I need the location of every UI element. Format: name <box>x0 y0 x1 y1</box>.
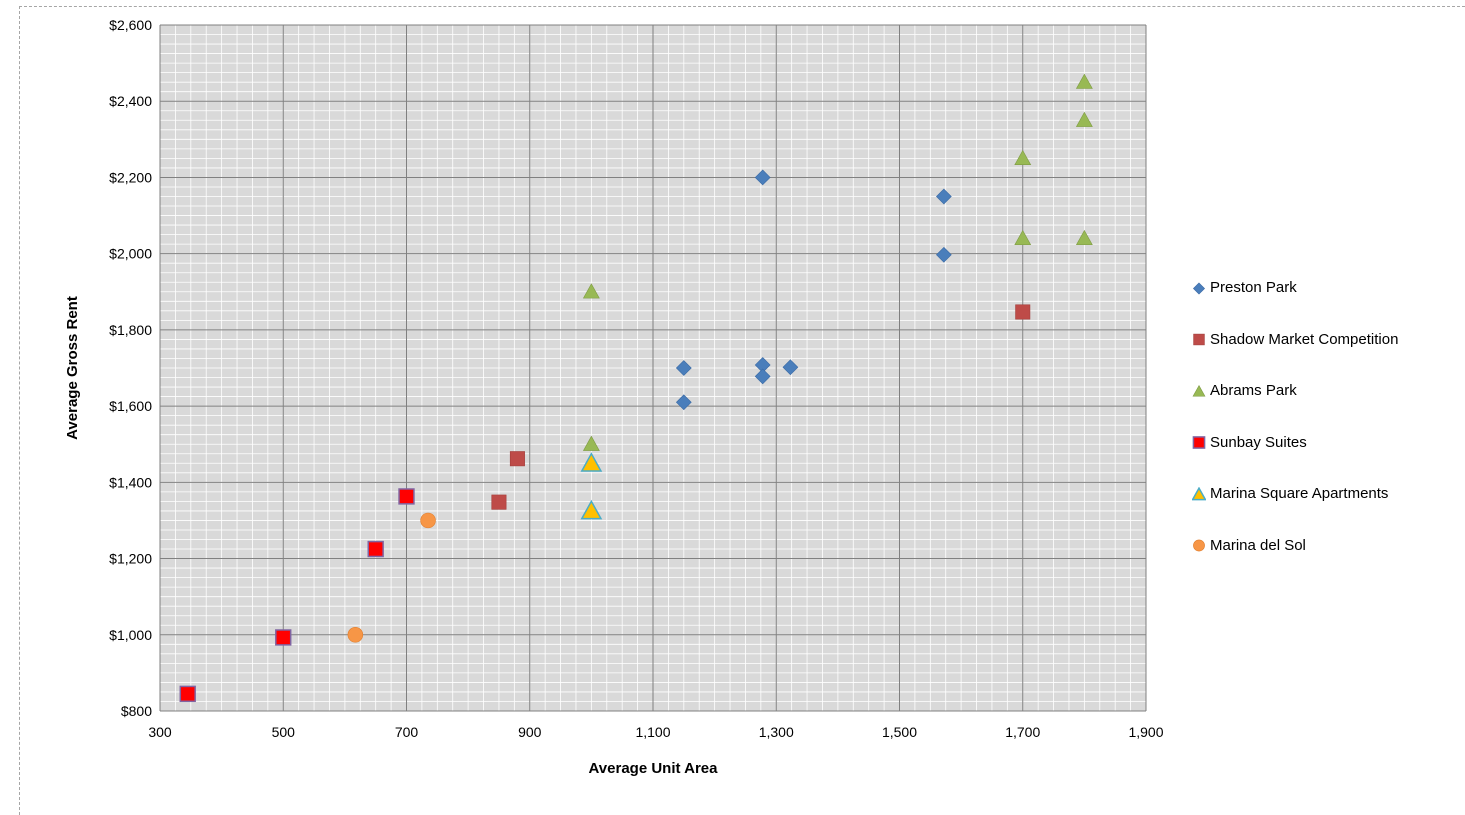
legend-marker-abrams-park <box>1192 384 1206 398</box>
data-point-marina-del-sol <box>348 627 363 642</box>
legend-item-abrams-park: Abrams Park <box>1192 365 1462 417</box>
y-tick-label: $2,200 <box>109 169 152 185</box>
legend-item-preston-park: Preston Park <box>1192 262 1462 314</box>
x-tick-labels: 300 500 700 900 1,100 1,300 1,500 1,700 1,900 <box>148 724 1163 740</box>
legend-label: Abrams Park <box>1210 382 1297 399</box>
legend-label: Preston Park <box>1210 279 1297 296</box>
y-tick-label: $1,000 <box>109 627 152 643</box>
legend-symbol-preston-park <box>1193 283 1204 294</box>
y-tick-labels: $800 $1,000 $1,200 $1,400 $1,600 $1,800 $2,000… <box>109 17 152 719</box>
legend-item-marina-del-sol: Marina del Sol <box>1192 520 1462 572</box>
y-tick-label: $800 <box>121 703 152 719</box>
x-tick-label: 1,100 <box>635 724 670 740</box>
data-point-shadow-market-competition <box>510 452 524 466</box>
legend-marker-marina-del-sol <box>1192 538 1206 552</box>
x-tick-label: 1,500 <box>882 724 917 740</box>
legend-symbol-marina-square-apartments <box>1193 488 1206 500</box>
y-tick-label: $2,000 <box>109 246 152 262</box>
y-tick-label: $1,800 <box>109 322 152 338</box>
legend-marker-marina-square-apartments <box>1192 487 1206 501</box>
legend-symbol-shadow-market-competition <box>1194 334 1205 345</box>
x-tick-label: 900 <box>518 724 542 740</box>
legend-label: Marina del Sol <box>1210 537 1306 554</box>
legend-symbol-marina-del-sol <box>1193 540 1204 551</box>
legend-marker-preston-park <box>1192 281 1206 295</box>
y-tick-label: $1,200 <box>109 551 152 567</box>
legend-label: Sunbay Suites <box>1210 434 1307 451</box>
x-tick-label: 500 <box>272 724 296 740</box>
x-tick-label: 1,300 <box>759 724 794 740</box>
data-point-marina-del-sol <box>421 513 436 528</box>
y-tick-label: $1,600 <box>109 398 152 414</box>
x-tick-label: 1,700 <box>1005 724 1040 740</box>
x-axis-label: Average Unit Area <box>589 760 719 777</box>
legend-marker-shadow-market-competition <box>1192 332 1206 346</box>
data-point-sunbay-suites <box>276 630 291 645</box>
data-point-sunbay-suites <box>180 686 195 701</box>
legend-symbol-abrams-park <box>1193 385 1205 396</box>
x-tick-label: 700 <box>395 724 419 740</box>
legend: Preston Park Shadow Market Competition Abr… <box>1192 262 1462 571</box>
y-tick-label: $2,400 <box>109 93 152 109</box>
legend-symbol-sunbay-suites <box>1193 437 1204 448</box>
legend-label: Shadow Market Competition <box>1210 331 1398 348</box>
y-axis-label: Average Gross Rent <box>64 296 81 440</box>
legend-item-sunbay-suites: Sunbay Suites <box>1192 417 1462 469</box>
data-point-sunbay-suites <box>399 489 414 504</box>
data-point-shadow-market-competition <box>492 495 506 509</box>
legend-label: Marina Square Apartments <box>1210 485 1388 502</box>
x-tick-label: 300 <box>148 724 172 740</box>
data-point-shadow-market-competition <box>1016 305 1030 319</box>
data-point-sunbay-suites <box>368 542 383 557</box>
y-tick-label: $2,600 <box>109 17 152 33</box>
y-tick-label: $1,400 <box>109 474 152 490</box>
x-tick-label: 1,900 <box>1128 724 1163 740</box>
legend-marker-sunbay-suites <box>1192 435 1206 449</box>
legend-item-shadow-market-competition: Shadow Market Competition <box>1192 314 1462 366</box>
legend-item-marina-square-apartments: Marina Square Apartments <box>1192 468 1462 520</box>
